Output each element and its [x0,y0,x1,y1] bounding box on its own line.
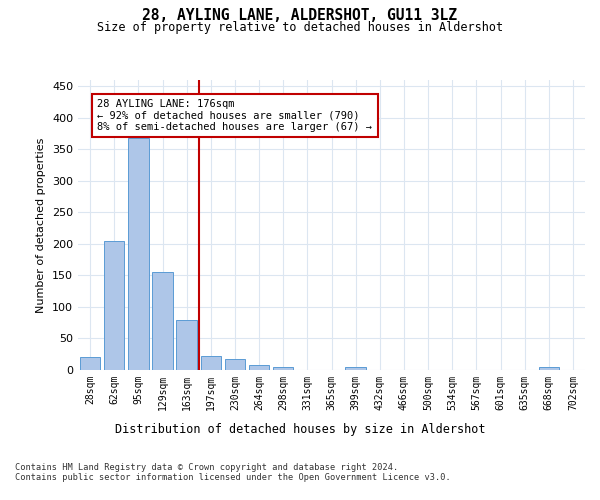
Bar [128,138,149,370]
Bar [346,367,366,370]
Text: Size of property relative to detached houses in Aldershot: Size of property relative to detached ho… [97,21,503,34]
Text: Distribution of detached houses by size in Aldershot: Distribution of detached houses by size … [115,422,485,436]
Bar [80,358,100,370]
Text: 28 AYLING LANE: 176sqm
← 92% of detached houses are smaller (790)
8% of semi-det: 28 AYLING LANE: 176sqm ← 92% of detached… [97,99,373,132]
Bar [273,367,293,370]
Bar [152,272,173,370]
Bar [249,365,269,370]
Bar [224,360,245,370]
Y-axis label: Number of detached properties: Number of detached properties [37,138,46,312]
Bar [104,242,124,370]
Bar [200,356,221,370]
Bar [176,320,197,370]
Bar [539,368,559,370]
Text: 28, AYLING LANE, ALDERSHOT, GU11 3LZ: 28, AYLING LANE, ALDERSHOT, GU11 3LZ [143,8,458,22]
Text: Contains HM Land Registry data © Crown copyright and database right 2024.
Contai: Contains HM Land Registry data © Crown c… [15,462,451,482]
